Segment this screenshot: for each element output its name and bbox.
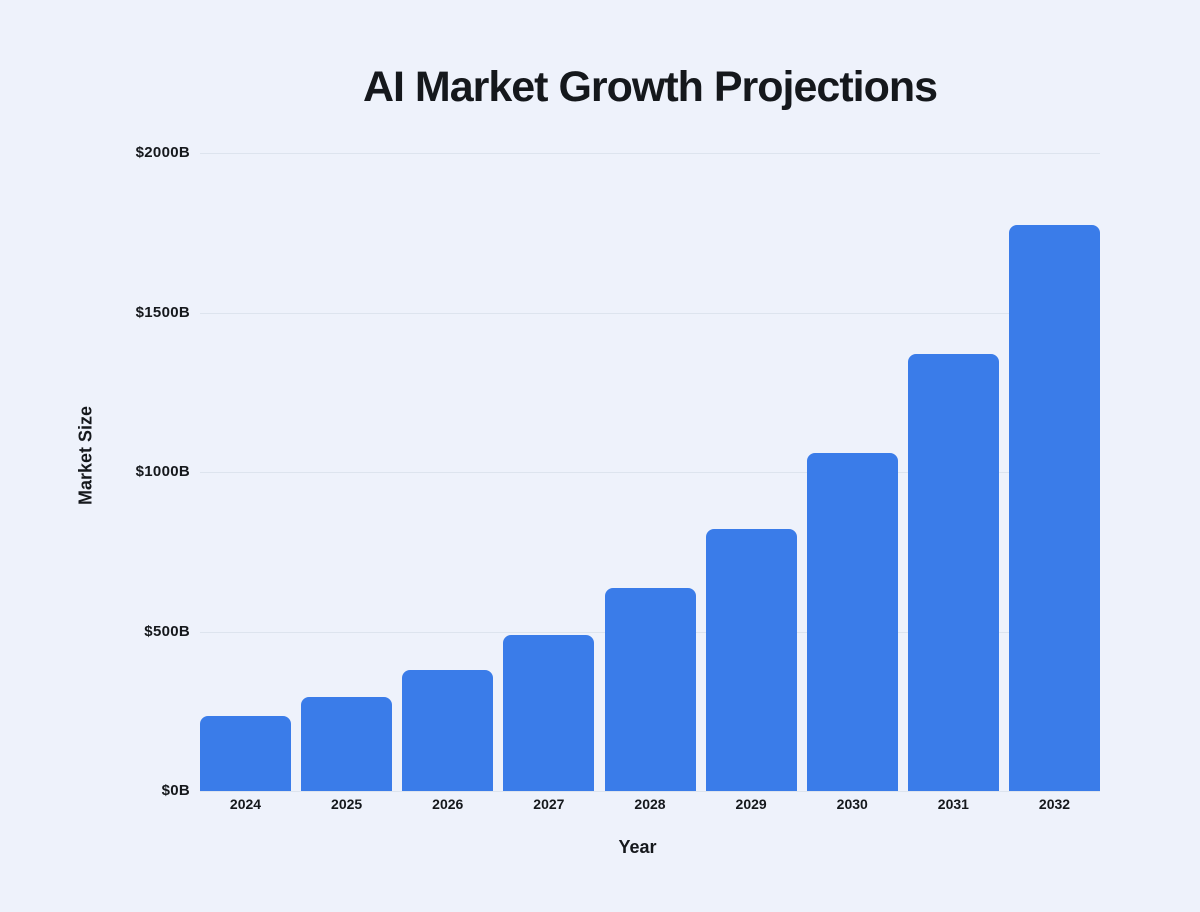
bar-2027 bbox=[503, 634, 595, 791]
plot-area bbox=[200, 153, 1100, 792]
x-tick-label-2032: 2032 bbox=[1038, 796, 1071, 812]
bar-2025 bbox=[301, 696, 393, 791]
gridline-1500B bbox=[200, 312, 1100, 314]
bar-2024 bbox=[200, 716, 291, 791]
x-axis-tick-labels: 2024 2025 2026 2027 2028 2029 2030 2031 2032 bbox=[200, 795, 1100, 813]
bar-2028 bbox=[604, 588, 696, 791]
bars-container bbox=[200, 153, 1100, 791]
bar-2032 bbox=[1009, 224, 1100, 791]
gridline-2000B bbox=[200, 153, 1100, 154]
y-tick-label-1500B: $1500B bbox=[135, 303, 190, 321]
gridline-1000B bbox=[200, 472, 1100, 473]
y-tick-label-0B: $0B bbox=[161, 782, 190, 799]
x-tick-label-2025: 2025 bbox=[331, 796, 363, 812]
x-tick-label-2026: 2026 bbox=[432, 796, 464, 812]
bar-2030 bbox=[806, 452, 898, 791]
gridline-0B bbox=[200, 791, 1100, 792]
x-axis-title: Year bbox=[618, 837, 657, 857]
bar-2029 bbox=[705, 529, 797, 791]
x-tick-label-2031: 2031 bbox=[937, 796, 969, 812]
x-tick-label-2027: 2027 bbox=[533, 796, 565, 812]
y-tick-label-500B: $500B bbox=[144, 622, 190, 640]
y-tick-label-1000B: $1000B bbox=[135, 463, 190, 480]
x-tick-label-2030: 2030 bbox=[836, 796, 868, 812]
y-tick-label-2000B: $2000B bbox=[135, 144, 190, 161]
bar-2031 bbox=[907, 353, 999, 791]
x-tick-label-2024: 2024 bbox=[229, 796, 262, 812]
chart-title: AI Market Growth Projections bbox=[362, 63, 938, 111]
y-axis-tick-labels: $2000B $1500B $1000B $500B $0B bbox=[0, 144, 190, 799]
bar-2026 bbox=[402, 669, 494, 791]
x-tick-label-2028: 2028 bbox=[634, 796, 666, 812]
x-tick-label-2029: 2029 bbox=[735, 796, 767, 812]
